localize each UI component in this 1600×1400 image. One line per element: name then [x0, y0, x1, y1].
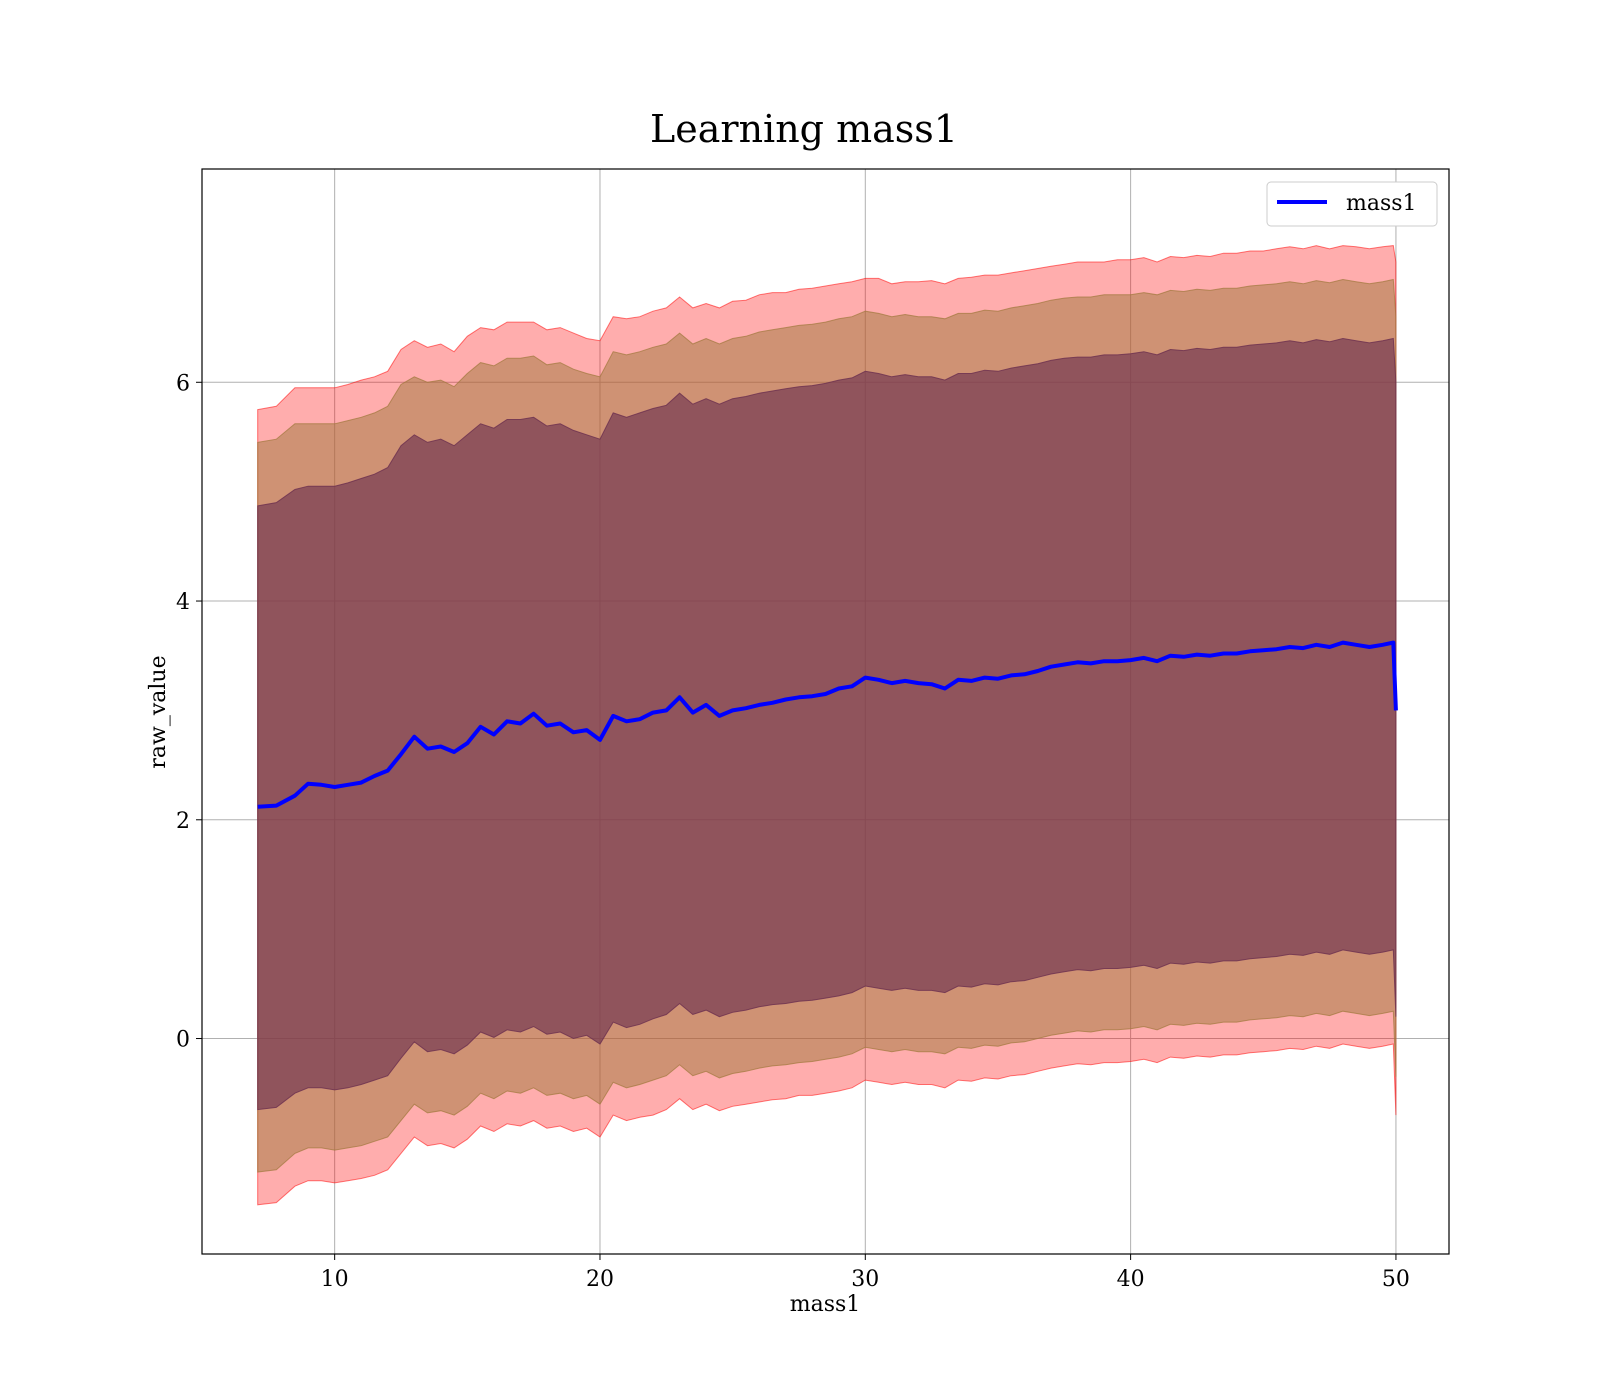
x-tick-label: 20 [586, 1267, 614, 1292]
legend-box [1266, 181, 1438, 227]
y-axis-label: raw_value [146, 655, 171, 768]
confidence-bands [257, 245, 1397, 1206]
y-tick-label: 2 [176, 809, 190, 834]
legend-label-mass1: mass1 [1346, 191, 1417, 216]
x-tick-label: 40 [1117, 1267, 1145, 1292]
plot-frame [201, 168, 1450, 1255]
y-tick-label: 6 [176, 371, 190, 396]
y-tick-label: 0 [176, 1028, 190, 1053]
x-tick-label: 30 [851, 1267, 879, 1292]
y-tick-label: 4 [176, 590, 190, 615]
x-tick-label: 50 [1382, 1267, 1410, 1292]
series-line-mass1 [257, 640, 1398, 809]
x-axis-label: mass1 [790, 1292, 861, 1317]
x-ticks: 10 20 30 40 50 [321, 1254, 1410, 1292]
series-lines [257, 640, 1398, 809]
y-ticks: 0 2 4 6 [176, 371, 202, 1053]
legend: mass1 [1266, 181, 1438, 227]
chart-title: Learning mass1 [650, 107, 958, 151]
band-inner [257, 337, 1397, 1111]
x-tick-label: 10 [321, 1267, 349, 1292]
